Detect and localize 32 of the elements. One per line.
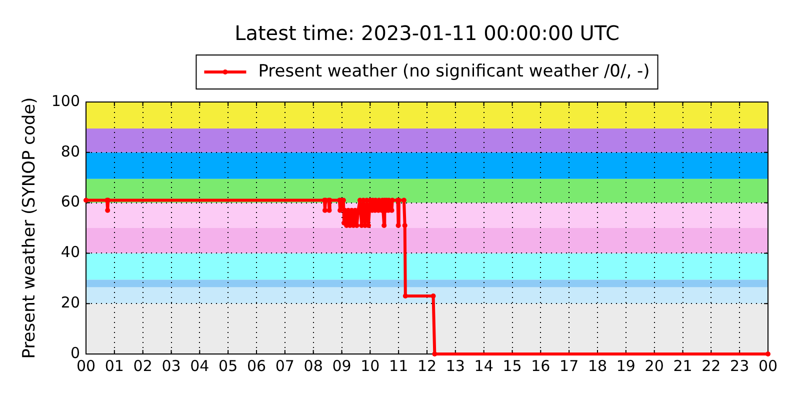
y-tick-label: 40 bbox=[60, 243, 80, 262]
x-tick-label: 16 bbox=[531, 356, 550, 375]
x-tick-label: 00 bbox=[758, 356, 778, 375]
chart-title: Latest time: 2023-01-11 00:00:00 UTC bbox=[234, 21, 620, 46]
x-tick-label: 18 bbox=[588, 356, 608, 375]
x-tick-label: 07 bbox=[275, 356, 294, 375]
x-tick-label: 11 bbox=[389, 356, 408, 375]
x-tick-label: 05 bbox=[218, 356, 238, 375]
x-tick-label: 13 bbox=[446, 356, 465, 375]
x-tick-label: 01 bbox=[104, 356, 124, 375]
x-tick-label: 17 bbox=[560, 356, 579, 375]
x-tick-label: 02 bbox=[133, 356, 152, 375]
y-tick-label: 100 bbox=[51, 92, 80, 110]
x-tick-label: 15 bbox=[502, 356, 522, 375]
y-tick-label: 20 bbox=[60, 293, 80, 312]
x-tick-label: 06 bbox=[246, 356, 266, 375]
x-tick-label: 19 bbox=[616, 356, 636, 375]
y-tick-label: 60 bbox=[60, 192, 80, 211]
x-tick-label: 20 bbox=[644, 356, 664, 375]
x-tick-label: 12 bbox=[417, 356, 437, 375]
x-tick-label: 14 bbox=[474, 356, 494, 375]
x-tick-label: 04 bbox=[190, 356, 210, 375]
x-tick-label: 08 bbox=[304, 356, 323, 375]
x-tick-label: 10 bbox=[360, 356, 380, 375]
x-tick-label: 23 bbox=[730, 356, 750, 375]
x-tick-label: 21 bbox=[673, 356, 692, 375]
x-tick-label: 09 bbox=[332, 356, 352, 375]
x-tick-label: 03 bbox=[162, 356, 181, 375]
y-axis-title: Present weather (SYNOP code) bbox=[19, 97, 40, 359]
y-tick-label: 80 bbox=[60, 142, 80, 160]
x-tick-label: 22 bbox=[702, 356, 721, 375]
legend-label: Present weather (no significant weather /0/, -) bbox=[258, 61, 650, 82]
